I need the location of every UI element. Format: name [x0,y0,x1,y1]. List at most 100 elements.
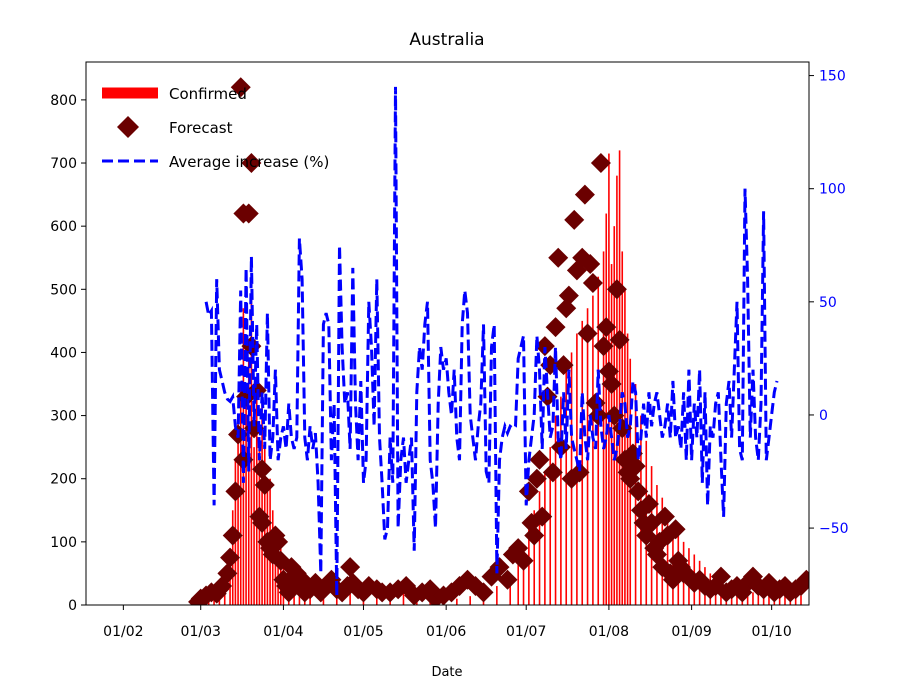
x-axis-label: Date [431,665,462,680]
forecast-marker [796,569,809,590]
forecast-marker [665,519,686,540]
confirmed-bar [213,597,215,605]
confirmed-bar [560,396,562,605]
confirmed-bar [335,595,338,605]
legend-label: Confirmed [169,85,247,103]
average-increase-line [204,86,779,597]
confirmed-bar [533,510,536,605]
confirmed-bar [605,213,608,605]
y-tick-label: 600 [50,219,77,235]
forecast-marker [532,506,553,527]
confirmed-bar [522,548,525,605]
confirmed-bar [402,592,405,605]
confirmed-bar [538,491,541,605]
confirmed-bar [528,529,530,605]
confirmed-bar [794,593,797,605]
confirmed-bar [597,276,600,605]
forecast-marker [580,254,601,275]
confirmed-bar [250,289,253,605]
forecast-marker [529,449,550,470]
x-tick-label: 01/05 [343,624,383,640]
chart-title: Australia [409,30,484,50]
confirmed-bar [752,592,754,605]
x-tick-label: 01/04 [263,624,303,640]
forecast-marker [489,557,510,578]
confirmed-bar [349,593,351,605]
forecast-marker [252,512,273,533]
y-tick-label: 800 [50,93,77,109]
confirmed-bar [554,415,557,605]
forecast-marker [564,209,585,230]
y-tick-label: 100 [50,535,77,551]
legend-label: Forecast [169,119,233,137]
confirmed-bar [800,595,802,605]
forecast-marker [524,525,545,546]
forecast-marker [593,336,614,357]
confirmed-bar [544,472,546,605]
forecast-marker [596,317,617,338]
confirmed-bar [245,402,247,605]
confirmed-bar [581,320,584,605]
y-tick-label: 400 [50,345,77,361]
confirmed-bar [784,591,786,605]
forecast-marker [220,547,241,568]
plot-frame [85,61,810,606]
forecast-marker [625,456,646,477]
confirmed-bar [517,560,519,605]
confirmed-bar [253,447,255,605]
y-tick-label: 500 [50,282,77,298]
confirmed-bar [762,593,765,605]
forecast-marker [225,481,246,502]
forecast-marker [268,531,289,552]
forecast-marker [241,153,262,174]
forecast-marker [588,405,609,426]
confirmed-bar [549,447,552,605]
confirmed-bar [757,593,760,605]
confirmed-bar [261,396,263,605]
forecast-marker [497,569,518,590]
forecast-marker [574,184,595,205]
forecast-marker [606,279,627,300]
forecast-marker [601,374,622,395]
forecast-marker [433,585,454,605]
forecast-marker [340,557,361,578]
confirmed-bar [746,591,749,605]
confirmed-bar [624,289,626,605]
forecast-marker [473,582,494,603]
y-tick-label: 0 [68,598,77,614]
confirmed-bar [496,586,498,605]
confirmed-bar [768,592,770,605]
forecast-marker [638,493,659,514]
forecast-marker [558,285,579,306]
forecast-marker [542,462,563,483]
legend-forecast-swatch [117,116,139,138]
x-tick-label: 01/07 [506,624,546,640]
y2-tick-label: −50 [819,521,849,537]
forecast-marker [710,566,731,587]
confirmed-bar [469,596,471,605]
confirmed-bar [277,535,279,605]
confirmed-bar [618,150,621,605]
confirmed-bar [255,384,258,605]
confirmed-bar [616,175,618,605]
x-tick-label: 01/02 [103,624,143,640]
x-tick-label: 01/08 [589,624,629,640]
forecast-marker [545,317,566,338]
y2-tick-label: 150 [819,69,846,85]
y2-tick-label: 0 [819,408,828,424]
forecast-marker [513,550,534,571]
forecast-marker [230,77,251,98]
confirmed-bar [602,251,605,605]
confirmed-bar [274,529,277,605]
y2-tick-label: 100 [819,182,846,198]
confirmed-bar [592,295,594,605]
x-tick-label: 01/03 [181,624,221,640]
forecast-marker [217,563,238,584]
y-tick-label: 700 [50,156,77,172]
forecast-marker [590,153,611,174]
forecast-marker [534,336,555,357]
confirmed-bar [237,415,239,605]
forecast-marker [518,481,539,502]
forecast-marker [222,525,243,546]
